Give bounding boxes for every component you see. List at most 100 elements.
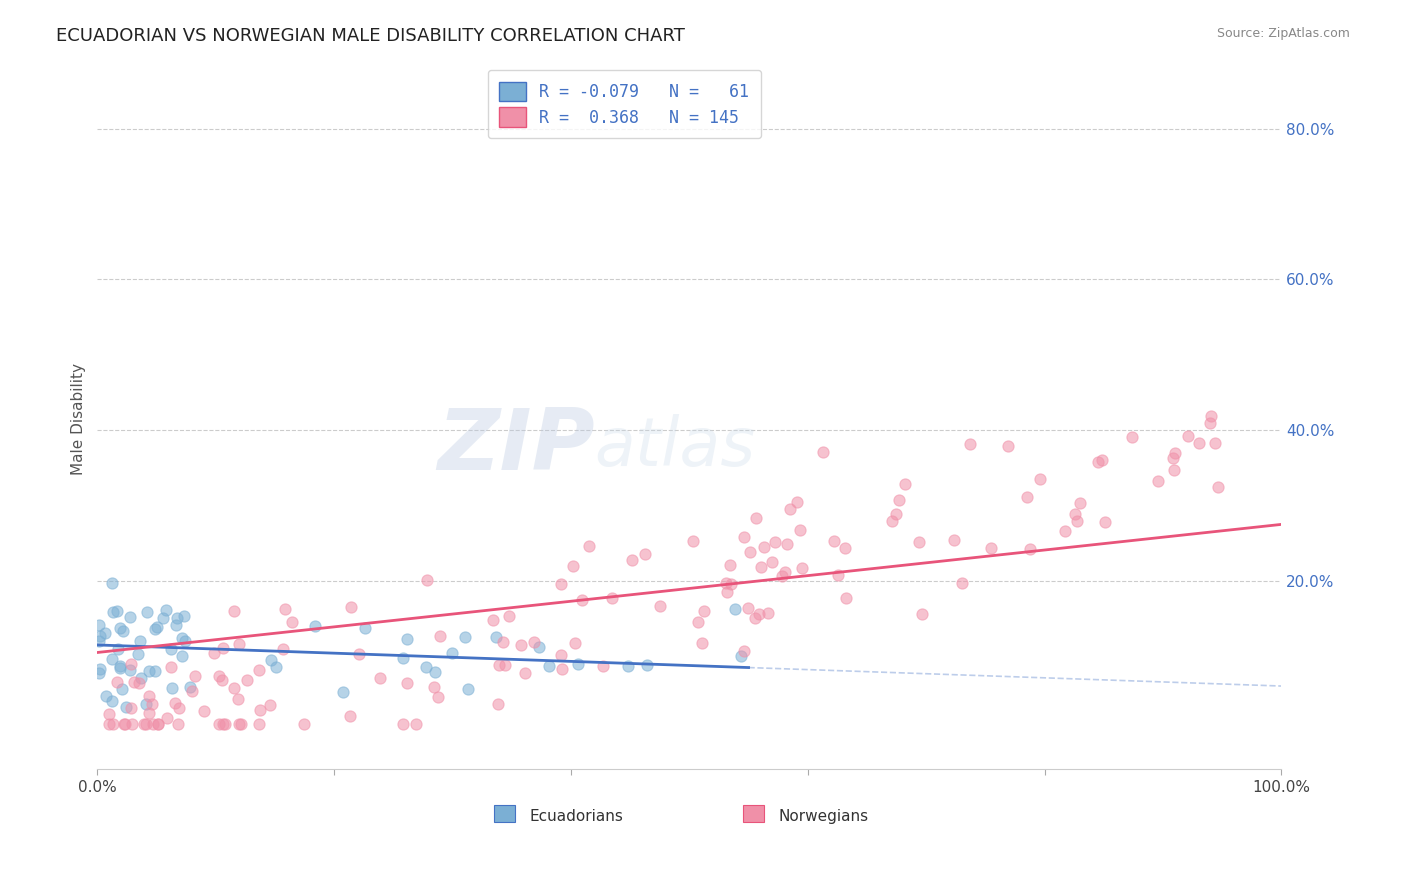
Point (121, 717, 143, 731)
Point (1087, 455, 1109, 469)
Point (208, 668, 231, 682)
Point (94, 689, 117, 703)
Point (1199, 417, 1222, 431)
Point (163, 696, 186, 710)
Point (1066, 515, 1088, 529)
Point (156, 711, 179, 725)
Point (89, 630, 111, 644)
Point (110, 661, 132, 675)
Point (110, 659, 132, 673)
Point (193, 704, 215, 718)
Point (1091, 452, 1114, 467)
Point (486, 697, 509, 711)
Point (260, 653, 283, 667)
Point (236, 673, 259, 688)
FancyBboxPatch shape (494, 805, 516, 822)
Point (105, 675, 128, 690)
Point (770, 568, 793, 582)
Point (173, 609, 195, 624)
Text: Source: ZipAtlas.com: Source: ZipAtlas.com (1216, 27, 1350, 40)
Point (353, 621, 375, 635)
Point (730, 649, 752, 664)
Point (429, 629, 451, 643)
Point (180, 684, 202, 698)
Point (1177, 429, 1199, 443)
Point (165, 617, 187, 632)
Point (120, 701, 142, 715)
Point (416, 573, 439, 587)
Point (811, 445, 834, 459)
Point (600, 591, 623, 605)
Point (249, 663, 271, 677)
Point (911, 607, 934, 621)
Point (733, 644, 755, 658)
Point (259, 698, 281, 713)
Point (112, 717, 135, 731)
Point (392, 651, 415, 665)
Point (155, 603, 177, 617)
Point (292, 717, 315, 731)
Point (114, 700, 136, 714)
Point (427, 690, 450, 704)
Point (264, 659, 287, 673)
Point (395, 632, 418, 646)
Point (166, 611, 188, 625)
Point (138, 689, 160, 703)
Point (143, 664, 166, 678)
Point (737, 600, 759, 615)
Text: atlas: atlas (595, 414, 756, 480)
Point (950, 576, 973, 591)
Point (98, 717, 121, 731)
Point (527, 640, 550, 655)
Point (89, 662, 111, 676)
Point (537, 658, 560, 673)
Point (744, 510, 766, 524)
Point (1069, 495, 1091, 509)
Point (87, 617, 110, 632)
Point (748, 607, 770, 621)
Point (1019, 542, 1042, 557)
Point (779, 501, 801, 516)
Point (578, 539, 600, 553)
Point (720, 577, 742, 591)
Point (211, 717, 233, 731)
Point (564, 636, 586, 650)
Point (118, 664, 141, 678)
Point (786, 495, 808, 509)
Point (135, 717, 157, 731)
Point (980, 541, 1002, 555)
Point (551, 662, 574, 676)
Point (415, 660, 437, 674)
Point (776, 537, 799, 551)
Point (492, 634, 515, 648)
Point (754, 541, 776, 555)
Point (773, 565, 796, 579)
Point (101, 575, 124, 590)
Point (716, 584, 738, 599)
Point (789, 524, 811, 538)
Point (222, 681, 245, 695)
Point (107, 642, 129, 657)
Point (368, 671, 391, 685)
Point (173, 634, 195, 648)
Text: Norwegians: Norwegians (778, 809, 869, 824)
Point (513, 665, 536, 680)
Point (550, 576, 572, 591)
Point (724, 602, 747, 616)
Point (509, 638, 531, 652)
Point (339, 708, 361, 723)
Point (761, 555, 783, 569)
Point (160, 642, 183, 657)
Point (114, 717, 136, 731)
Point (997, 439, 1019, 453)
Point (340, 599, 363, 614)
Point (105, 604, 128, 618)
Point (765, 534, 787, 549)
Point (143, 622, 166, 636)
Point (228, 637, 250, 651)
Point (152, 610, 174, 624)
Point (1161, 451, 1184, 466)
Point (634, 547, 657, 561)
Point (271, 641, 294, 656)
Point (214, 717, 236, 731)
